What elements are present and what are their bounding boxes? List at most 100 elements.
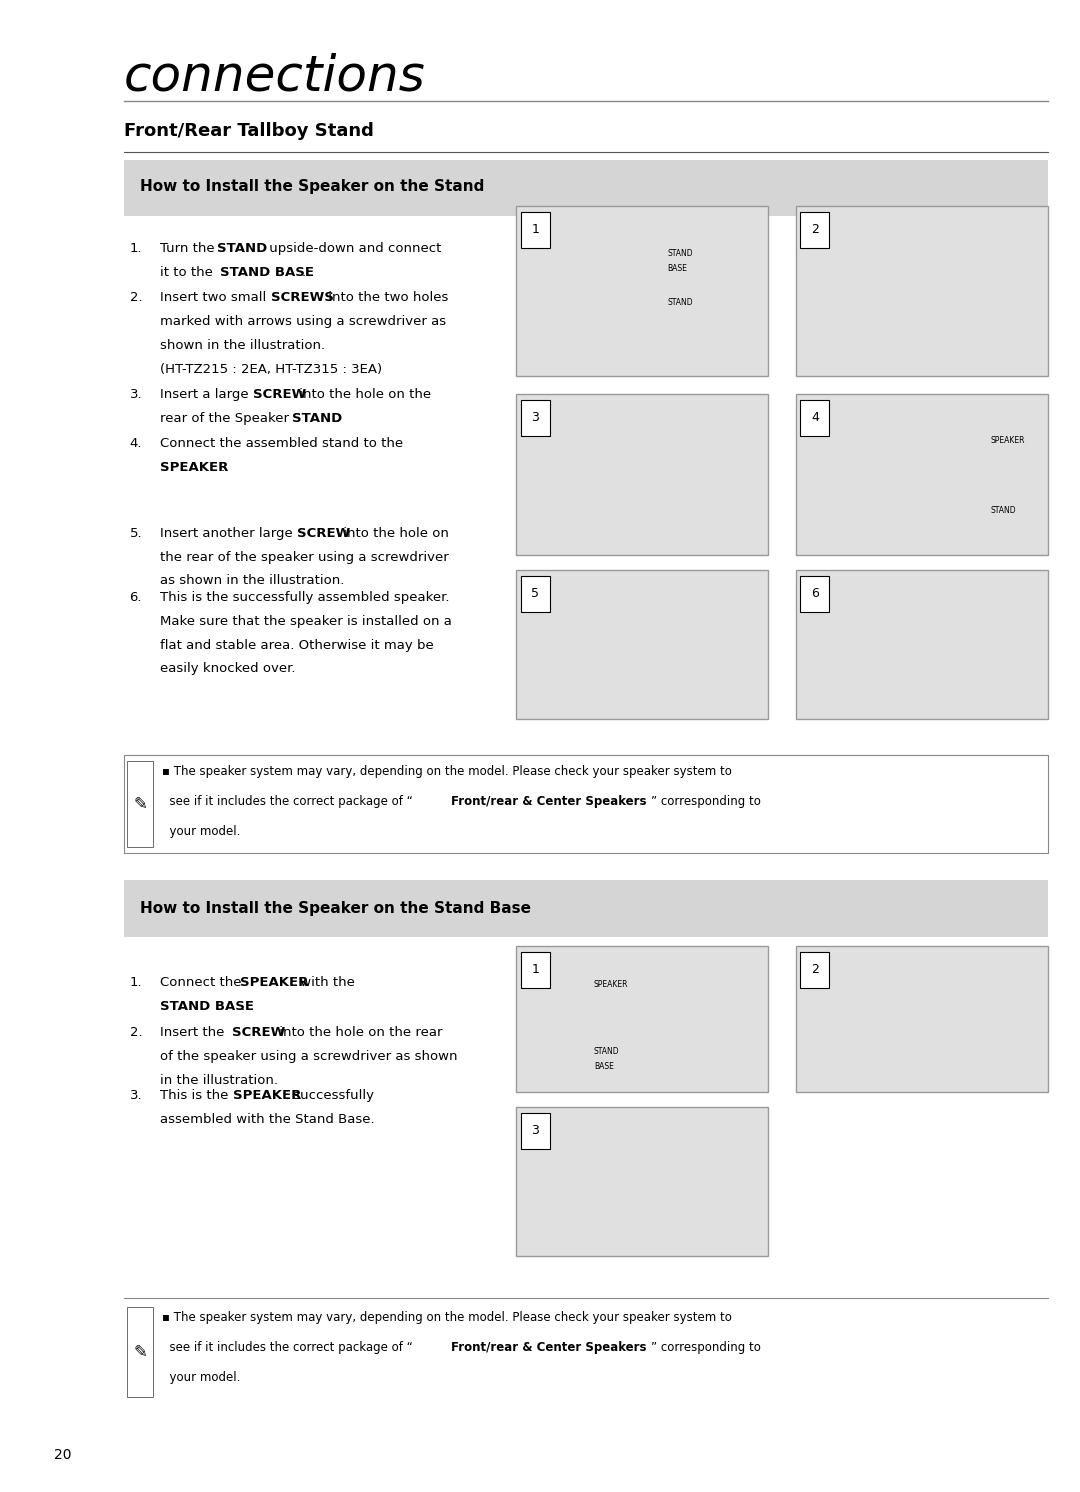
FancyBboxPatch shape bbox=[124, 1301, 1048, 1402]
Text: SPEAKER: SPEAKER bbox=[233, 1089, 301, 1103]
Text: STAND: STAND bbox=[667, 249, 693, 258]
Text: 1: 1 bbox=[531, 964, 539, 976]
FancyBboxPatch shape bbox=[796, 394, 1048, 555]
Text: as shown in the illustration.: as shown in the illustration. bbox=[160, 574, 345, 588]
Text: .: . bbox=[336, 412, 340, 425]
Text: with the: with the bbox=[296, 976, 355, 989]
Text: rear of the Speaker: rear of the Speaker bbox=[160, 412, 293, 425]
Text: SCREW: SCREW bbox=[253, 388, 306, 401]
FancyBboxPatch shape bbox=[521, 212, 550, 248]
Text: connections: connections bbox=[124, 52, 426, 100]
Text: 3.: 3. bbox=[130, 1089, 143, 1103]
Text: Turn the: Turn the bbox=[160, 242, 219, 255]
Text: it to the: it to the bbox=[160, 266, 217, 279]
Text: ” corresponding to: ” corresponding to bbox=[651, 1341, 761, 1355]
Text: SCREW: SCREW bbox=[297, 527, 350, 540]
Text: assembled with the Stand Base.: assembled with the Stand Base. bbox=[160, 1113, 375, 1126]
Text: Make sure that the speaker is installed on a: Make sure that the speaker is installed … bbox=[160, 615, 451, 628]
Text: .: . bbox=[241, 1000, 245, 1013]
FancyBboxPatch shape bbox=[796, 570, 1048, 719]
FancyBboxPatch shape bbox=[521, 400, 550, 436]
FancyBboxPatch shape bbox=[124, 160, 1048, 216]
Text: STAND: STAND bbox=[292, 412, 342, 425]
FancyBboxPatch shape bbox=[800, 212, 829, 248]
Text: STAND: STAND bbox=[667, 298, 693, 307]
Text: easily knocked over.: easily knocked over. bbox=[160, 662, 295, 676]
Text: ” corresponding to: ” corresponding to bbox=[651, 795, 761, 809]
Text: Insert the: Insert the bbox=[160, 1026, 229, 1040]
Text: Insert another large: Insert another large bbox=[160, 527, 297, 540]
Text: SCREWS: SCREWS bbox=[271, 291, 334, 304]
Text: This is the: This is the bbox=[160, 1089, 232, 1103]
Text: into the hole on the: into the hole on the bbox=[295, 388, 431, 401]
Text: 2: 2 bbox=[811, 224, 819, 236]
Text: your model.: your model. bbox=[162, 1371, 241, 1385]
Text: STAND BASE: STAND BASE bbox=[160, 1000, 254, 1013]
Text: Connect the: Connect the bbox=[160, 976, 245, 989]
FancyBboxPatch shape bbox=[124, 880, 1048, 937]
Text: Connect the assembled stand to the: Connect the assembled stand to the bbox=[160, 437, 403, 451]
Text: 3: 3 bbox=[531, 1125, 539, 1137]
Text: see if it includes the correct package of “: see if it includes the correct package o… bbox=[162, 795, 413, 809]
Text: of the speaker using a screwdriver as shown: of the speaker using a screwdriver as sh… bbox=[160, 1050, 457, 1064]
Text: How to Install the Speaker on the Stand Base: How to Install the Speaker on the Stand … bbox=[140, 901, 531, 916]
Text: see if it includes the correct package of “: see if it includes the correct package o… bbox=[162, 1341, 413, 1355]
Text: 3: 3 bbox=[531, 412, 539, 424]
Text: into the hole on: into the hole on bbox=[339, 527, 449, 540]
FancyBboxPatch shape bbox=[521, 1113, 550, 1149]
Text: Front/rear & Center Speakers: Front/rear & Center Speakers bbox=[451, 795, 647, 809]
FancyBboxPatch shape bbox=[124, 755, 1048, 853]
FancyBboxPatch shape bbox=[800, 952, 829, 988]
FancyBboxPatch shape bbox=[800, 400, 829, 436]
Text: Front/Rear Tallboy Stand: Front/Rear Tallboy Stand bbox=[124, 122, 374, 140]
Text: successfully: successfully bbox=[289, 1089, 375, 1103]
Text: BASE: BASE bbox=[667, 264, 687, 273]
Text: 1.: 1. bbox=[130, 242, 143, 255]
Text: 2.: 2. bbox=[130, 291, 143, 304]
FancyBboxPatch shape bbox=[516, 1107, 768, 1256]
Text: Insert two small: Insert two small bbox=[160, 291, 270, 304]
Text: .: . bbox=[301, 266, 306, 279]
Text: This is the successfully assembled speaker.: This is the successfully assembled speak… bbox=[160, 591, 449, 604]
Text: the rear of the speaker using a screwdriver: the rear of the speaker using a screwdri… bbox=[160, 551, 448, 564]
Text: 2: 2 bbox=[811, 964, 819, 976]
Text: into the hole on the rear: into the hole on the rear bbox=[275, 1026, 443, 1040]
Text: SPEAKER: SPEAKER bbox=[160, 461, 228, 474]
Text: SPEAKER: SPEAKER bbox=[240, 976, 308, 989]
FancyBboxPatch shape bbox=[127, 761, 153, 847]
Text: upside-down and connect: upside-down and connect bbox=[265, 242, 441, 255]
Text: (HT-TZ215 : 2EA, HT-TZ315 : 3EA): (HT-TZ215 : 2EA, HT-TZ315 : 3EA) bbox=[160, 363, 382, 376]
Text: 3.: 3. bbox=[130, 388, 143, 401]
Text: ▪ The speaker system may vary, depending on the model. Please check your speaker: ▪ The speaker system may vary, depending… bbox=[162, 1311, 732, 1325]
Text: SPEAKER: SPEAKER bbox=[990, 436, 1025, 445]
Text: ▪ The speaker system may vary, depending on the model. Please check your speaker: ▪ The speaker system may vary, depending… bbox=[162, 765, 732, 779]
Text: into the two holes: into the two holes bbox=[324, 291, 448, 304]
Text: 4.: 4. bbox=[130, 437, 143, 451]
Text: 5: 5 bbox=[531, 588, 539, 600]
Text: STAND: STAND bbox=[217, 242, 268, 255]
Text: How to Install the Speaker on the Stand: How to Install the Speaker on the Stand bbox=[140, 179, 485, 194]
Text: marked with arrows using a screwdriver as: marked with arrows using a screwdriver a… bbox=[160, 315, 446, 328]
FancyBboxPatch shape bbox=[521, 952, 550, 988]
Text: Insert a large: Insert a large bbox=[160, 388, 253, 401]
Text: shown in the illustration.: shown in the illustration. bbox=[160, 339, 325, 352]
FancyBboxPatch shape bbox=[796, 206, 1048, 376]
Text: .: . bbox=[220, 461, 225, 474]
Text: STAND BASE: STAND BASE bbox=[220, 266, 314, 279]
Text: 5.: 5. bbox=[130, 527, 143, 540]
Text: STAND: STAND bbox=[990, 506, 1016, 515]
FancyBboxPatch shape bbox=[516, 946, 768, 1092]
Text: BASE: BASE bbox=[594, 1062, 613, 1071]
Text: Front/rear & Center Speakers: Front/rear & Center Speakers bbox=[451, 1341, 647, 1355]
Text: ✎: ✎ bbox=[134, 1343, 147, 1361]
Text: your model.: your model. bbox=[162, 825, 241, 839]
Text: SPEAKER: SPEAKER bbox=[594, 980, 629, 989]
FancyBboxPatch shape bbox=[800, 576, 829, 612]
FancyBboxPatch shape bbox=[516, 394, 768, 555]
Text: 6: 6 bbox=[811, 588, 819, 600]
Text: SCREW: SCREW bbox=[232, 1026, 285, 1040]
Text: in the illustration.: in the illustration. bbox=[160, 1074, 278, 1088]
Text: STAND: STAND bbox=[594, 1047, 620, 1056]
Text: 6.: 6. bbox=[130, 591, 143, 604]
Text: 1.: 1. bbox=[130, 976, 143, 989]
